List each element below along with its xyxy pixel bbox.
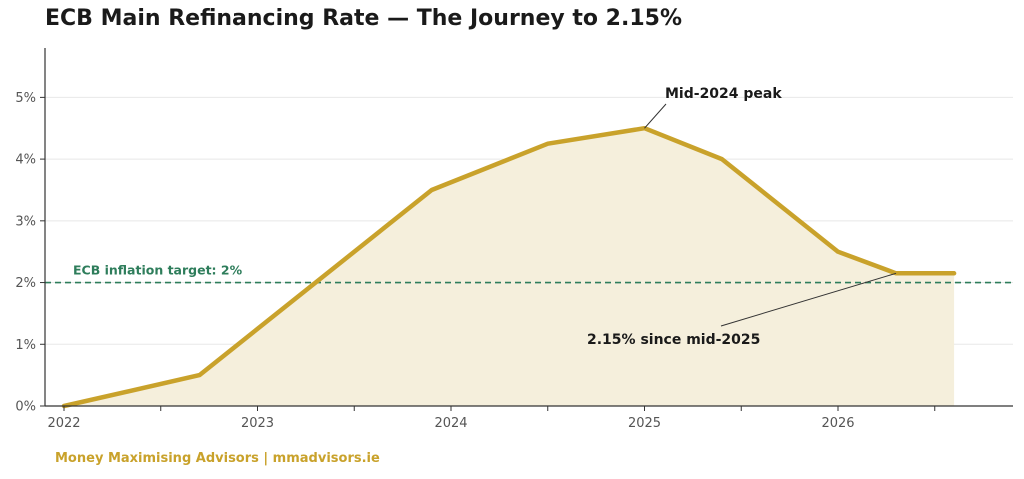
x-tick-label-4: 2026 — [821, 416, 854, 431]
x-tick-label-3: 2025 — [628, 416, 661, 431]
chart-title: ECB Main Refinancing Rate — The Journey … — [45, 6, 682, 31]
y-tick-label-1: 1% — [15, 338, 36, 353]
inflation-target-label: ECB inflation target: 2% — [73, 263, 243, 278]
x-tick-label-1: 2023 — [241, 416, 274, 431]
annotation-current-label: 2.15% since mid-2025 — [587, 332, 760, 348]
x-tick-label-2: 2024 — [434, 416, 467, 431]
y-tick-label-3: 3% — [15, 214, 36, 229]
x-tick-label-0: 2022 — [47, 416, 80, 431]
annotation-peak-arrow — [644, 103, 667, 129]
tick-labels: 0% 1% 2% 3% 4% 5% 2022 2023 2024 2025 2026 — [15, 91, 936, 431]
annotations: Mid-2024 peak 2.15% since mid-2025 — [587, 86, 897, 348]
area-fill — [64, 128, 955, 406]
y-tick-label-2: 2% — [15, 276, 36, 291]
y-tick-label-5: 5% — [15, 91, 36, 106]
y-tick-label-0: 0% — [15, 400, 36, 415]
annotation-current-arrow — [720, 272, 897, 327]
annotation-peak-label: Mid-2024 peak — [665, 86, 782, 102]
axes — [44, 48, 1013, 407]
y-tick-label-4: 4% — [15, 153, 36, 168]
footer-credit: Money Maximising Advisors | mmadvisors.i… — [55, 451, 380, 466]
